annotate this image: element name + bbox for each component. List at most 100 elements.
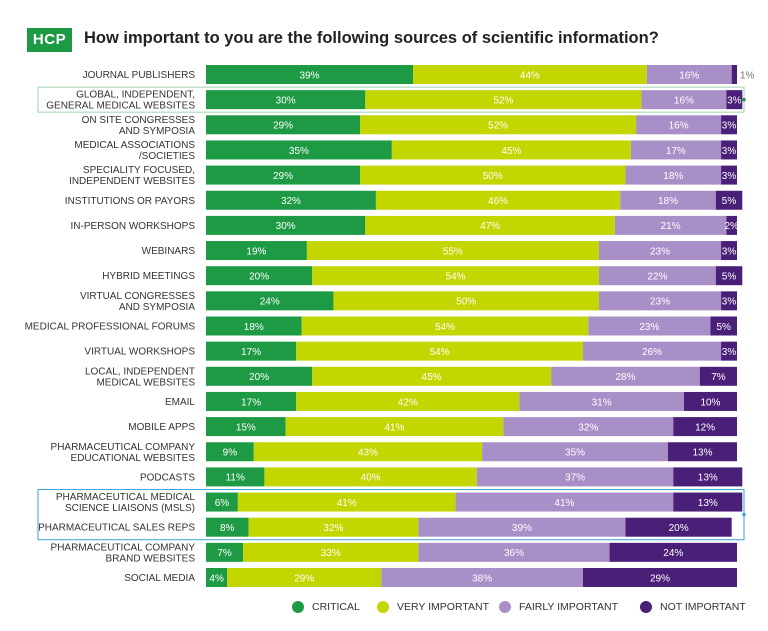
hcp-badge: HCP [27,28,72,52]
bar-segment [206,568,228,587]
data-label: 32% [578,422,598,433]
data-label: 19% [246,246,266,257]
data-label: 3% [722,297,737,308]
data-label: 22% [647,272,667,283]
bar-segment [206,140,392,160]
data-label: 47% [480,221,500,232]
data-label: 7% [711,372,726,383]
category-label: LOCAL, INDEPENDENT MEDICAL WEBSITES [85,366,195,388]
bar-segment [206,115,360,135]
bar-segment [375,190,621,210]
data-label: 13% [698,473,718,484]
data-label: 39% [512,523,532,534]
data-label: 18% [658,196,678,207]
legend-item: FAIRLY IMPORTANT [499,601,618,613]
legend-item: CRITICAL [292,601,360,613]
bar-segment [248,517,419,537]
data-label: 3% [727,95,742,106]
data-label: 20% [249,272,269,283]
bar-segment [620,190,716,210]
category-label: GLOBAL, INDEPENDENT, GENERAL MEDICAL WEBS… [46,90,195,112]
bar-segment [206,467,265,487]
data-label: 4% [209,573,224,584]
bar-segment [721,241,737,261]
bar-segment [721,165,737,185]
bar-segment [721,140,737,160]
category-label: ON SITE CONGRESSES AND SYMPOSIA [82,115,196,137]
data-label: 50% [483,171,503,182]
bar-segment [614,215,727,235]
bar-segment [721,341,737,361]
bar-segment [296,391,520,411]
bar-segment [551,366,700,386]
bar-segment [312,266,599,286]
data-label: 40% [361,473,381,484]
bar-segment [673,417,737,437]
bar-segment [721,291,737,311]
data-label: 35% [289,146,309,157]
bar-segment [301,316,589,336]
data-label: 36% [504,548,524,559]
category-label: WEBINARS [142,246,196,257]
legend-swatch [292,601,304,613]
legend-label: CRITICAL [312,601,360,613]
legend-item: NOT IMPORTANT [640,601,746,613]
legend-label: FAIRLY IMPORTANT [519,601,618,613]
data-label: 37% [565,473,585,484]
bar-segment [715,190,743,210]
bar-segment [206,215,366,235]
data-label: 54% [446,272,466,283]
category-label: VIRTUAL WORKSHOPS [84,347,195,358]
bar-segment [206,517,249,537]
data-label: 20% [669,523,689,534]
bar-segment [636,115,722,135]
bar-segment [253,442,483,462]
legend-item: VERY IMPORTANT [377,601,489,613]
bar-segment [264,467,477,487]
category-label: PHARMACEUTICAL MEDICAL SCIENCE LIAISONS (… [56,492,196,514]
bar-segment [710,316,737,336]
bar-segment [721,115,737,135]
legend-label: VERY IMPORTANT [397,601,489,613]
data-label: 52% [493,95,513,106]
data-label: 16% [669,121,689,132]
data-label: 50% [456,297,476,308]
bar-segment [667,442,737,462]
data-label: 24% [663,548,683,559]
bar-segment [731,65,737,84]
bar-segment [206,417,286,437]
bar-segment [206,90,366,110]
category-label: IN-PERSON WORKSHOPS [71,221,196,232]
bar-segment [206,65,414,84]
data-label: 41% [384,422,404,433]
highlight-marker [742,97,746,102]
bar-segment [598,266,716,286]
bar-segment [503,417,674,437]
bar-segment [365,90,642,110]
bar-segment [726,90,743,110]
bar-segment [206,492,238,512]
bar-segment [583,341,722,361]
bar-segment [237,492,456,512]
bar-segment [598,241,722,261]
bar-segment [641,90,727,110]
data-label: 30% [276,221,296,232]
data-label: 45% [501,146,521,157]
bar-segment [206,391,297,411]
category-label: VIRTUAL CONGRESSES AND SYMPOSIA [80,291,195,313]
data-label: 39% [300,70,320,81]
category-label: MOBILE APPS [128,422,195,433]
bar-segment [418,517,626,537]
bar-segment [227,568,382,587]
bar-segment [609,542,737,562]
category-label: MEDICAL PROFESSIONAL FORUMS [25,322,196,333]
bar-segment [206,366,313,386]
data-label: 18% [663,171,683,182]
data-label: 24% [260,297,280,308]
data-label: 21% [661,221,681,232]
data-label: 3% [722,246,737,257]
data-label: 16% [674,95,694,106]
bar-segment [391,140,631,160]
bar-segment [726,215,737,235]
bar-segment [243,542,419,562]
